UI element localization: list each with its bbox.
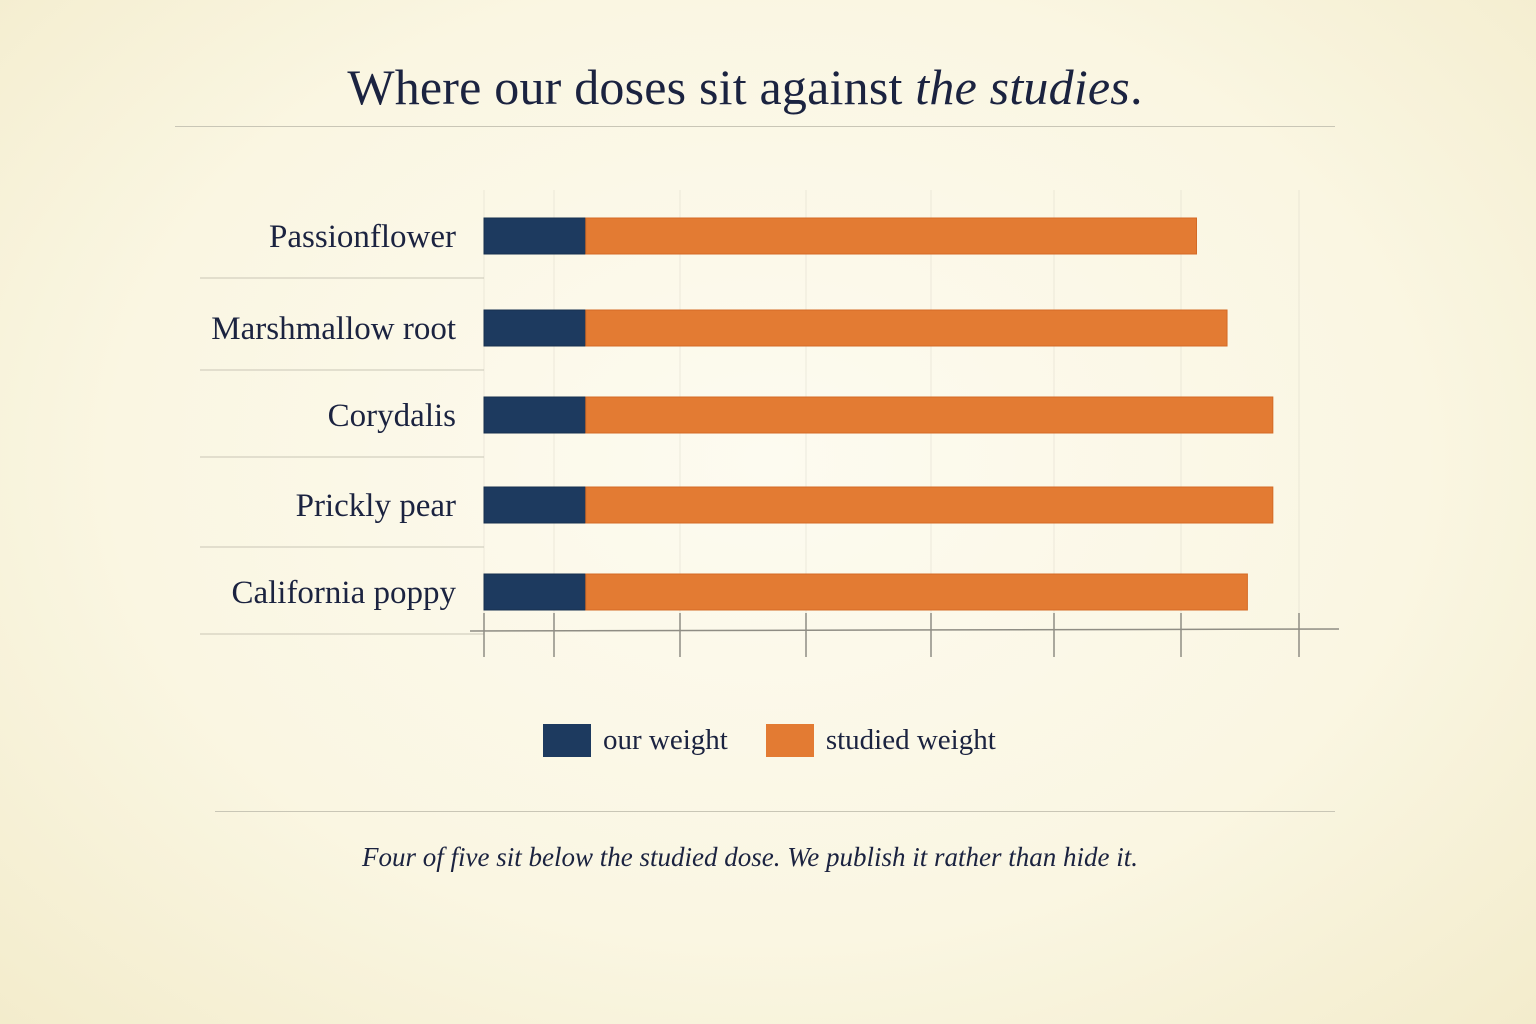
bar-our-weight [483,309,587,347]
bar-studied-weight [585,573,1248,611]
title-main: Where our doses sit against [347,59,916,115]
legend-label-our-weight: our weight [603,724,728,756]
chart-title: Where our doses sit against the studies. [0,58,1490,116]
legend: our weight studied weight [543,724,996,757]
bar-studied-weight [585,217,1197,255]
category-label: California poppy [231,575,456,611]
category-label: Passionflower [269,219,456,255]
x-axis-line [469,628,1340,632]
bar-our-weight [483,573,587,611]
bar-studied-weight [585,309,1228,347]
bar-our-weight [483,396,587,434]
chart-bars [483,217,1274,611]
category-label: Corydalis [328,398,456,434]
legend-label-studied-weight: studied weight [825,724,996,756]
category-label: Marshmallow root [211,311,456,347]
title-rule [175,126,1335,127]
caption-rule [215,811,1335,812]
bar-our-weight [483,217,587,255]
bar-studied-weight [585,396,1274,434]
legend-swatch-studied-weight [765,724,814,757]
category-label: Prickly pear [296,488,456,524]
title-emphasis: the studies [915,59,1130,115]
legend-swatch-our-weight [543,724,591,757]
legend-item-our-weight: our weight [543,724,728,757]
x-axis [469,613,1340,657]
bar-our-weight [483,486,587,524]
bar-studied-weight [585,486,1274,524]
title-end: . [1129,59,1143,115]
legend-item-studied-weight: studied weight [765,724,996,757]
chart-caption: Four of five sit below the studied dose.… [362,842,1138,872]
category-labels: Passionflower Marshmallow root Corydalis Pr… [211,219,456,611]
